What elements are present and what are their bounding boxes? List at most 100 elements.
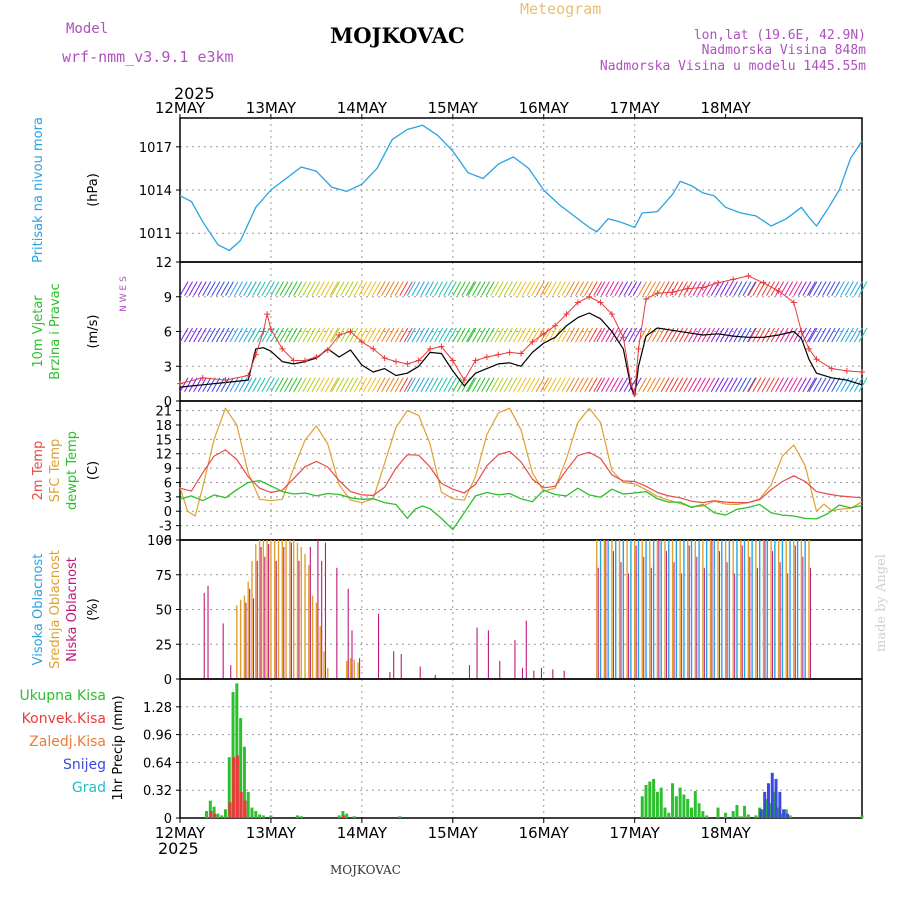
wind-barb [747, 281, 757, 296]
wind-barb [238, 327, 248, 343]
panel-side-label: Visoka Oblacnost [31, 554, 46, 666]
wind-barb [331, 327, 340, 343]
model-name: wrf-nmm_v3.9.1 e3km [62, 48, 234, 66]
wind-barb [425, 377, 434, 393]
precip-legend-4: Grad [72, 780, 106, 796]
wind-barb [394, 377, 404, 393]
wind-barb [593, 377, 603, 393]
wind-barb [614, 327, 624, 343]
wind-barb [420, 327, 430, 343]
precip-bar-total_precip [754, 815, 758, 818]
wind-barb [715, 327, 725, 343]
wind-barb [797, 281, 807, 296]
precip-bar-total_precip [860, 815, 864, 818]
wind-barb [494, 327, 504, 343]
wind-barb [728, 377, 738, 393]
wind-barb [788, 377, 798, 393]
wind-barb [243, 327, 253, 343]
wind-gust-marker [506, 349, 513, 356]
wind-barb [638, 377, 647, 393]
wind-barb [329, 281, 339, 296]
precip-bar-total_precip [655, 791, 659, 818]
wind-barb [596, 377, 606, 393]
precip-bar-total_precip [652, 778, 656, 818]
wind-gust-marker [805, 345, 812, 352]
precip-bar-conv_precip [228, 802, 232, 818]
wind-barb [522, 281, 531, 296]
wind-barb [849, 327, 859, 343]
wind-barb [331, 281, 340, 296]
panel-wind: 0 3 6 9 12 [155, 256, 868, 410]
wind-barb [381, 327, 391, 343]
wind-barb [552, 281, 562, 296]
wind-gust-marker [264, 311, 271, 318]
wind-barb [188, 327, 198, 343]
wind-barb [503, 377, 513, 393]
precip-bar-total_precip [716, 807, 720, 818]
wind-barb [853, 281, 863, 296]
wind-barb [206, 377, 216, 393]
wind-barb [508, 327, 518, 343]
wind-gust-marker [324, 347, 331, 354]
wind-barb [600, 377, 610, 393]
panel-frame [179, 400, 863, 541]
wind-barb [456, 281, 466, 296]
y-tick-label: 1017 [139, 141, 172, 156]
wind-barb [367, 327, 377, 343]
wind-barb [362, 377, 372, 393]
wind-barb [353, 327, 363, 343]
wind-gust-marker [199, 374, 206, 381]
wind-gust-marker [483, 353, 490, 360]
wind-barb [535, 327, 545, 343]
wind-barb [429, 327, 439, 343]
wind-gust-marker [252, 351, 259, 358]
wind-barb [701, 281, 711, 296]
wind-barb [420, 281, 430, 296]
precip-bar-total_precip [269, 815, 273, 818]
wind-barb [628, 281, 638, 296]
wind-barb [362, 327, 372, 343]
wind-barb [665, 377, 675, 393]
wind-barb [584, 281, 594, 296]
wind-barb [252, 281, 262, 296]
precip-bar-snow [782, 809, 786, 818]
wind-barb [566, 377, 575, 393]
x-tick-label-top: 13MAY [246, 99, 297, 117]
wind-barb [320, 377, 330, 393]
wind-gust-marker [313, 353, 320, 360]
wind-barb [315, 281, 325, 296]
wind-barb [467, 377, 477, 393]
wind-barb [288, 281, 298, 296]
precip-bar-total_precip [690, 807, 693, 818]
wind-barb [747, 327, 757, 343]
wind-gust-line [179, 275, 863, 395]
panel-frame [179, 678, 863, 819]
wind-barb [802, 327, 812, 343]
wind-barb [275, 377, 284, 393]
wind-barb [756, 327, 766, 343]
wind-barb [775, 377, 785, 393]
wind-barb [517, 377, 527, 393]
precip-bar-total_precip [663, 807, 667, 818]
y-tick-label: 6 [164, 476, 172, 491]
wind-barb [733, 281, 743, 296]
x-tick-label-top: 14MAY [337, 99, 388, 117]
precip-bar-total_precip [254, 811, 258, 818]
wind-barb [438, 377, 448, 393]
wind-barb [596, 281, 606, 296]
wind-gust-marker [449, 357, 456, 364]
wind-barb [623, 281, 633, 296]
precip-bar-total_precip [337, 815, 341, 818]
panel-side-label: 2m Temp [31, 441, 46, 501]
wind-gust-marker [381, 355, 388, 362]
precip-bar-total_precip [205, 811, 209, 818]
wind-barb [325, 327, 334, 343]
wind-barb [485, 377, 495, 393]
wind-barb [306, 281, 316, 296]
precip-bar-total_precip [693, 791, 697, 818]
wind-barb [853, 327, 863, 343]
wind-barb [526, 327, 536, 343]
wind-barb [320, 327, 330, 343]
wind-barb [570, 281, 580, 296]
wind-barb [623, 327, 633, 343]
